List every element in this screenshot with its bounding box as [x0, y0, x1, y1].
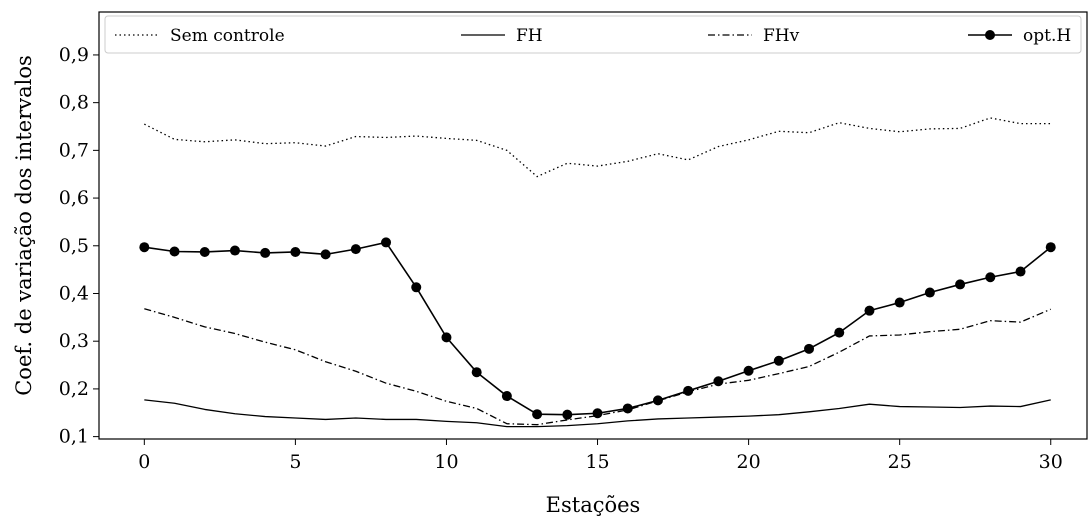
data-point [773, 355, 784, 366]
y-tick-label: 0,2 [59, 378, 89, 400]
series-line [144, 399, 1051, 428]
y-tick-label: 0,4 [59, 282, 89, 304]
data-point [652, 395, 663, 406]
data-point [985, 272, 996, 283]
legend-box [104, 15, 1082, 54]
data-point [562, 409, 573, 420]
series-fhv [144, 308, 1051, 426]
series-fh [144, 399, 1051, 428]
data-point [683, 385, 694, 396]
x-tick-label: 15 [585, 451, 609, 473]
series-line [144, 308, 1051, 426]
y-tick-label: 0,7 [59, 139, 89, 161]
series-opt-h [139, 237, 1056, 420]
x-tick-label: 30 [1039, 451, 1063, 473]
data-point [834, 327, 845, 338]
data-point [501, 391, 512, 402]
data-point [381, 237, 392, 248]
data-point [320, 249, 331, 260]
data-point [622, 403, 633, 414]
data-point [592, 408, 603, 419]
legend-label: FHv [763, 26, 800, 46]
data-point [350, 244, 361, 255]
data-point [864, 305, 875, 316]
legend-label: FH [516, 26, 543, 46]
data-point [713, 376, 724, 387]
data-point [471, 367, 482, 378]
legend: Sem controle FH FHv opt.H [104, 15, 1082, 54]
data-point [532, 409, 543, 420]
data-point [1045, 242, 1056, 253]
x-tick-label: 25 [888, 451, 912, 473]
series-line [144, 241, 1052, 416]
data-point [804, 343, 815, 354]
y-axis-label: Coef. de variação dos intervalos [12, 55, 36, 396]
x-tick-label: 20 [737, 451, 761, 473]
x-tick-label: 5 [289, 451, 301, 473]
series-layer [139, 117, 1056, 428]
series-line [144, 117, 1051, 178]
data-point [199, 246, 210, 257]
data-point [894, 297, 905, 308]
x-tick-label: 10 [434, 451, 458, 473]
legend-marker [985, 30, 995, 40]
y-tick-label: 0,3 [59, 330, 89, 352]
data-point [139, 242, 150, 253]
y-axis: 0,1 0,2 0,3 0,4 0,5 0,6 0,7 0,8 0,9 [59, 44, 99, 448]
legend-label: Sem controle [170, 26, 285, 46]
x-axis-label: Estações [546, 493, 641, 517]
data-point [260, 247, 271, 258]
data-point [169, 246, 180, 257]
y-tick-label: 0,9 [59, 44, 89, 66]
data-point [441, 332, 452, 343]
y-tick-label: 0,8 [59, 92, 89, 114]
data-point [1015, 266, 1026, 277]
plot-border [98, 11, 1088, 440]
data-point [743, 365, 754, 376]
y-tick-label: 0,1 [59, 426, 89, 448]
data-point [229, 245, 240, 256]
series-sem-controle [144, 117, 1051, 178]
data-point [955, 279, 966, 290]
x-tick-label: 0 [138, 451, 150, 473]
plot-frame [98, 11, 1088, 440]
data-point [924, 287, 935, 298]
y-tick-label: 0,5 [59, 235, 89, 257]
data-point [290, 246, 301, 257]
y-tick-label: 0,6 [59, 187, 89, 209]
x-axis: 0 5 10 15 20 25 30 [138, 439, 1063, 473]
data-point [411, 282, 422, 293]
legend-label: opt.H [1023, 26, 1071, 46]
